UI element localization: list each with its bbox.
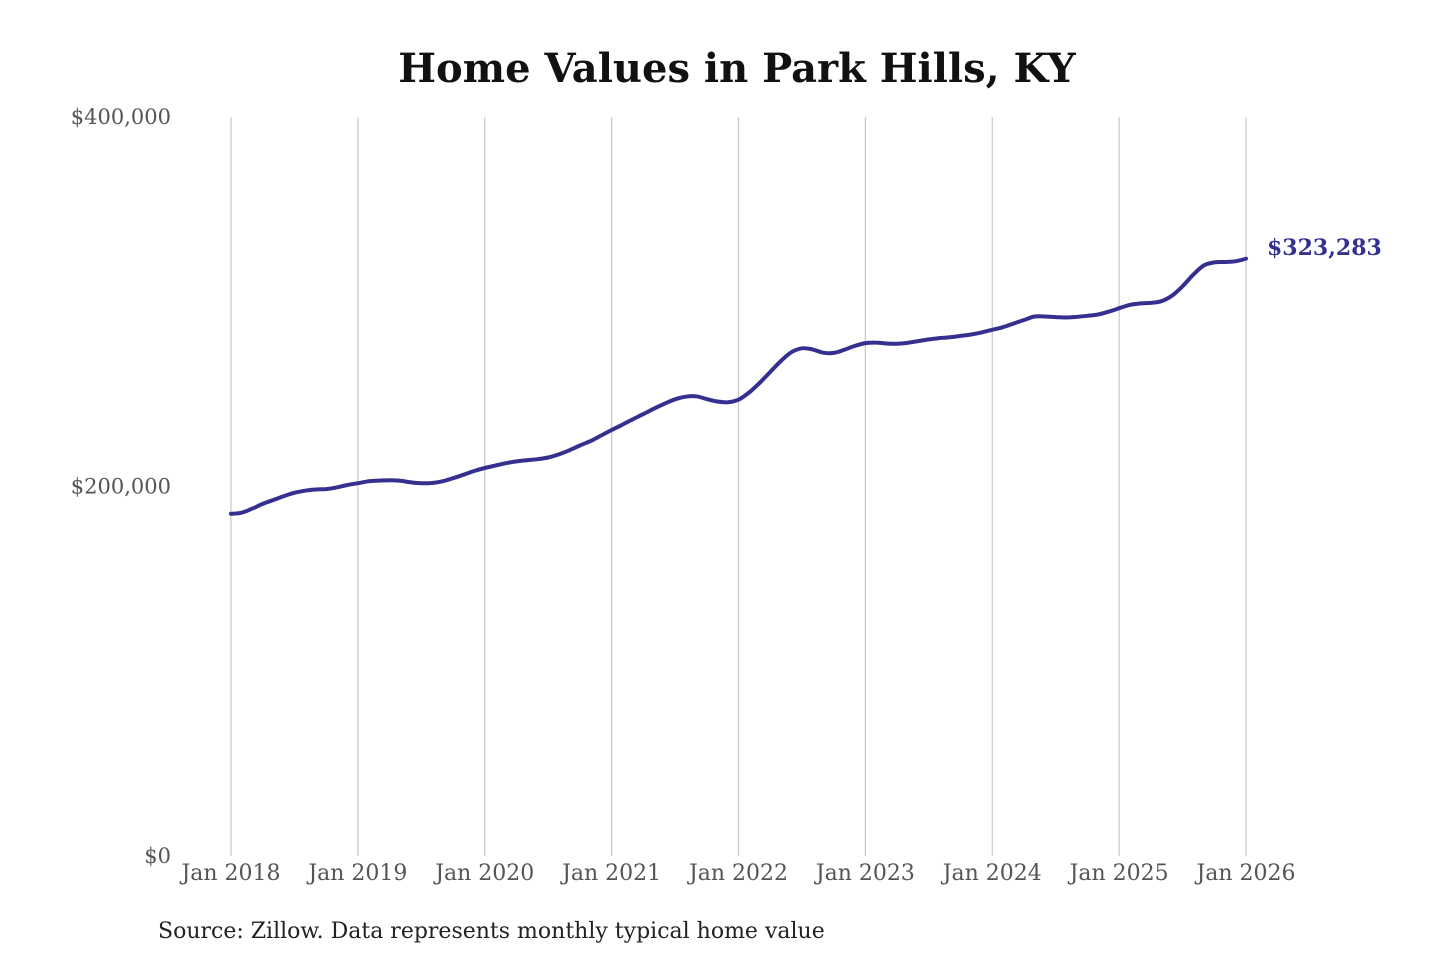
x-tick-label: Jan 2022 (687, 861, 788, 886)
y-tick-label: $200,000 (71, 475, 171, 499)
x-tick-label: Jan 2019 (306, 861, 407, 886)
x-gridlines (230, 117, 1247, 856)
chart-title: Home Values in Park Hills, KY (398, 45, 1076, 92)
y-tick-label: $400,000 (71, 105, 171, 129)
x-tick-label: Jan 2023 (814, 861, 915, 886)
x-tick-label: Jan 2018 (179, 861, 280, 886)
x-tick-label: Jan 2025 (1068, 861, 1169, 886)
x-tick-label: Jan 2020 (433, 861, 534, 886)
home-value-line (229, 256, 1248, 516)
y-tick-label: $0 (144, 844, 171, 868)
x-tick-label: Jan 2024 (941, 861, 1042, 886)
source-note: Source: Zillow. Data represents monthly … (158, 919, 825, 944)
latest-value-label: $323,283 (1267, 235, 1382, 261)
x-tick-label: Jan 2021 (560, 861, 661, 886)
y-axis-tick-labels: $0 $200,000 $400,000 (71, 105, 171, 868)
x-axis-tick-labels: Jan 2018 Jan 2019 Jan 2020 Jan 2021 Jan 2022… (179, 861, 1295, 886)
x-tick-label: Jan 2026 (1194, 861, 1295, 886)
